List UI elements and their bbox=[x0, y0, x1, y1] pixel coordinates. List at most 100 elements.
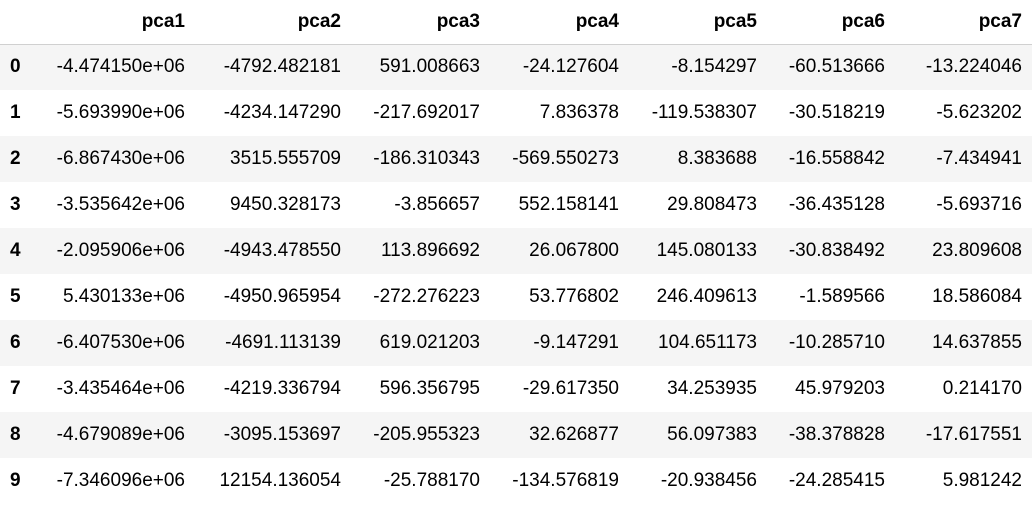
table-cell-pca5: -119.538307 bbox=[651, 102, 757, 123]
table-row: 6 -6.407530e+06 -4691.113139 619.021203 -9.1… bbox=[0, 320, 1032, 366]
index-header bbox=[0, 0, 37, 44]
table-cell-pca1: -5.693990e+06 bbox=[56, 102, 185, 123]
row-index: 3 bbox=[10, 194, 21, 215]
table-row: 0 -4.474150e+06 -4792.482181 591.008663 -24.… bbox=[0, 44, 1032, 90]
table-body: 0 -4.474150e+06 -4792.482181 591.008663 -24.… bbox=[0, 44, 1032, 504]
header-row: pca1 pca2 pca3 pca4 pca5 pca6 pca7 bbox=[0, 0, 1032, 44]
table-cell-pca3: -217.692017 bbox=[373, 102, 480, 123]
table-cell-pca2: -4792.482181 bbox=[223, 56, 341, 78]
table-cell-pca1: -6.407530e+06 bbox=[56, 332, 185, 353]
table-cell-pca1: -2.095906e+06 bbox=[56, 240, 185, 261]
table-cell-pca7: -17.617551 bbox=[925, 424, 1022, 445]
table-cell-pca6: -36.435128 bbox=[788, 194, 885, 215]
table-cell-pca6: -30.518219 bbox=[788, 102, 885, 123]
table-header: pca1 pca2 pca3 pca4 pca5 pca6 pca7 bbox=[0, 0, 1032, 44]
table-cell-pca6: -60.513666 bbox=[788, 56, 885, 78]
table-cell-pca1: -4.679089e+06 bbox=[56, 424, 185, 445]
table-cell-pca3: -186.310343 bbox=[373, 148, 480, 169]
row-index: 6 bbox=[10, 332, 21, 353]
column-header-pca5: pca5 bbox=[713, 10, 757, 32]
table-cell-pca2: -4943.478550 bbox=[223, 240, 341, 261]
table-cell-pca7: 5.981242 bbox=[942, 470, 1022, 491]
table-cell-pca3: -205.955323 bbox=[373, 424, 480, 445]
table-cell-pca2: 12154.136054 bbox=[219, 470, 341, 491]
table-row: 7 -3.435464e+06 -4219.336794 596.356795 -29.… bbox=[0, 366, 1032, 412]
table-row: 8 -4.679089e+06 -3095.153697 -205.955323 32.… bbox=[0, 412, 1032, 458]
table-cell-pca1: -3.535642e+06 bbox=[56, 194, 185, 215]
table-cell-pca7: -5.693716 bbox=[936, 194, 1022, 215]
table-cell-pca7: -7.434941 bbox=[936, 148, 1022, 169]
row-index: 9 bbox=[10, 470, 21, 491]
table-cell-pca3: 591.008663 bbox=[379, 56, 480, 78]
table-cell-pca6: -10.285710 bbox=[788, 332, 885, 353]
table-cell-pca7: -13.224046 bbox=[925, 56, 1022, 78]
table-cell-pca7: -5.623202 bbox=[936, 102, 1022, 123]
table-cell-pca6: -38.378828 bbox=[788, 424, 885, 445]
table-cell-pca5: 145.080133 bbox=[656, 240, 757, 261]
table-cell-pca7: 18.586084 bbox=[932, 286, 1022, 307]
table-row: 4 -2.095906e+06 -4943.478550 113.896692 26.0… bbox=[0, 228, 1032, 274]
table-cell-pca1: -4.474150e+06 bbox=[56, 56, 185, 78]
table-cell-pca1: -6.867430e+06 bbox=[56, 148, 185, 169]
table-cell-pca3: 619.021203 bbox=[379, 332, 480, 353]
row-index: 8 bbox=[10, 424, 21, 445]
table-cell-pca5: 56.097383 bbox=[667, 424, 757, 445]
table-cell-pca3: 113.896692 bbox=[381, 240, 480, 261]
table-cell-pca7: 23.809608 bbox=[932, 240, 1022, 261]
table-row: 2 -6.867430e+06 3515.555709 -186.310343 -569… bbox=[0, 136, 1032, 182]
column-header-pca4: pca4 bbox=[575, 10, 619, 32]
table-cell-pca2: 9450.328173 bbox=[230, 194, 341, 215]
table-cell-pca2: -4950.965954 bbox=[223, 286, 341, 307]
table-cell-pca4: -569.550273 bbox=[512, 148, 619, 169]
table-cell-pca3: -25.788170 bbox=[383, 470, 480, 491]
table-cell-pca2: 3515.555709 bbox=[230, 148, 341, 169]
table-cell-pca7: 14.637855 bbox=[932, 332, 1022, 353]
row-index: 1 bbox=[10, 102, 21, 123]
table-cell-pca6: -16.558842 bbox=[788, 148, 885, 169]
table-cell-pca4: -24.127604 bbox=[522, 56, 619, 78]
table-cell-pca2: -4691.113139 bbox=[225, 332, 341, 353]
table-cell-pca4: -29.617350 bbox=[522, 378, 619, 399]
table-row: 1 -5.693990e+06 -4234.147290 -217.692017 7.8… bbox=[0, 90, 1032, 136]
table-cell-pca4: 53.776802 bbox=[529, 286, 619, 307]
row-index: 2 bbox=[10, 148, 21, 169]
table-cell-pca2: -4234.147290 bbox=[223, 102, 341, 123]
table-cell-pca5: -8.154297 bbox=[671, 56, 757, 78]
table-cell-pca3: -3.856657 bbox=[394, 194, 480, 215]
column-header-pca7: pca7 bbox=[978, 10, 1022, 32]
table-cell-pca4: 32.626877 bbox=[529, 424, 619, 445]
row-index: 0 bbox=[10, 56, 21, 78]
table-cell-pca4: 26.067800 bbox=[529, 240, 619, 261]
table-cell-pca7: 0.214170 bbox=[942, 378, 1022, 399]
table-cell-pca6: 45.979203 bbox=[795, 378, 885, 399]
row-index: 4 bbox=[10, 240, 21, 261]
column-header-pca2: pca2 bbox=[297, 10, 341, 32]
table-cell-pca4: -134.576819 bbox=[512, 470, 619, 491]
table-cell-pca5: 246.409613 bbox=[656, 286, 757, 307]
table-row: 9 -7.346096e+06 12154.136054 -25.788170 -134… bbox=[0, 458, 1032, 504]
table-cell-pca5: 104.651173 bbox=[658, 332, 757, 353]
table-cell-pca3: 596.356795 bbox=[379, 378, 480, 399]
table-cell-pca3: -272.276223 bbox=[373, 286, 480, 307]
column-header-pca3: pca3 bbox=[436, 10, 480, 32]
table-cell-pca1: -3.435464e+06 bbox=[56, 378, 185, 399]
table-cell-pca4: 7.836378 bbox=[539, 102, 619, 123]
table-cell-pca1: -7.346096e+06 bbox=[56, 470, 185, 491]
table-row: 5 5.430133e+06 -4950.965954 -272.276223 53.7… bbox=[0, 274, 1032, 320]
row-index: 7 bbox=[10, 378, 21, 399]
row-index: 5 bbox=[10, 286, 21, 307]
table-cell-pca6: -1.589566 bbox=[799, 286, 885, 307]
table-cell-pca5: 34.253935 bbox=[667, 378, 757, 399]
column-header-pca6: pca6 bbox=[841, 10, 885, 32]
table-cell-pca5: 29.808473 bbox=[667, 194, 757, 215]
table-cell-pca4: 552.158141 bbox=[518, 194, 619, 215]
table-cell-pca2: -4219.336794 bbox=[223, 378, 341, 399]
table-cell-pca6: -24.285415 bbox=[788, 470, 885, 491]
table-cell-pca5: 8.383688 bbox=[677, 148, 757, 169]
table-cell-pca4: -9.147291 bbox=[533, 332, 619, 353]
table-row: 3 -3.535642e+06 9450.328173 -3.856657 552.15… bbox=[0, 182, 1032, 228]
column-header-pca1: pca1 bbox=[141, 10, 185, 32]
table-cell-pca1: 5.430133e+06 bbox=[62, 286, 185, 307]
